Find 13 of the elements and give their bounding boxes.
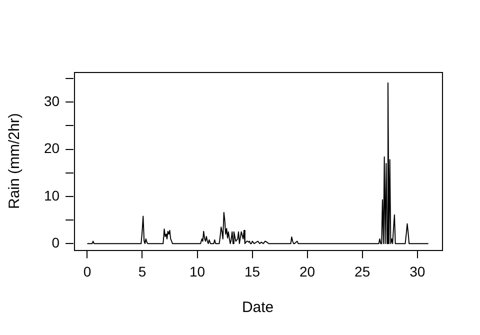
y-axis-title: Rain (mm/2hr)	[6, 113, 24, 210]
y-tick-label: 30	[44, 93, 60, 110]
x-axis-title: Date	[242, 299, 274, 316]
y-tick-label: 10	[44, 187, 60, 204]
x-tick-label: 5	[138, 263, 146, 280]
x-tick-label: 25	[354, 263, 370, 280]
y-tick-label: 0	[52, 234, 60, 250]
x-tick-label: 10	[189, 263, 206, 280]
x-tick-label: 15	[244, 263, 260, 280]
x-tick-label: 0	[83, 263, 92, 280]
y-tick-label: 20	[44, 140, 60, 156]
x-tick-label: 20	[300, 263, 316, 280]
x-tick-label: 30	[410, 263, 426, 280]
